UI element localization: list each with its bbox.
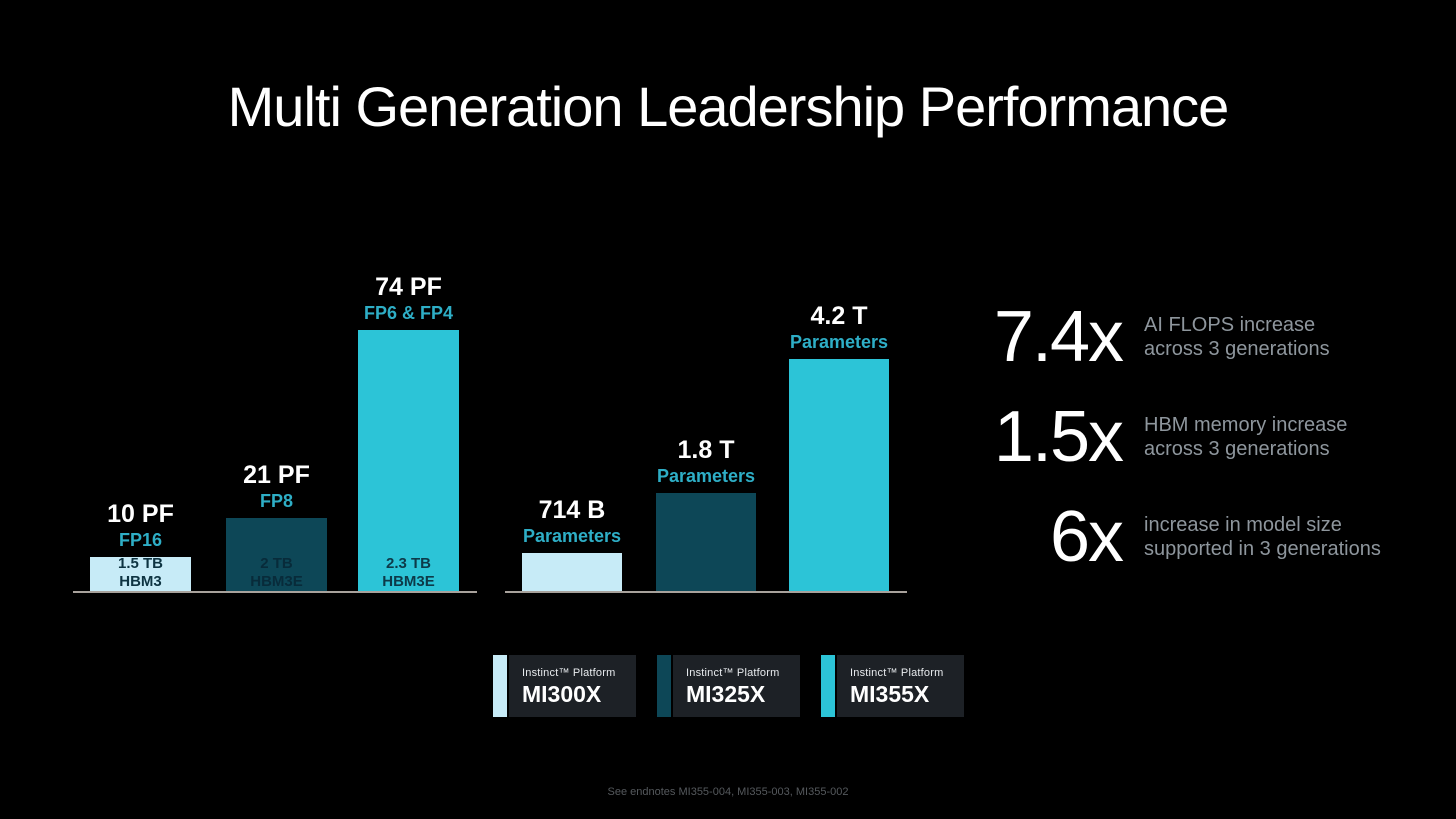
bar-mi325x-flops: 2 TB HBM3E: [226, 518, 327, 593]
bar-sub-label: Parameters: [656, 466, 756, 486]
bar-label-block: 714 B Parameters: [523, 496, 621, 547]
bar-inside-label: 2.3 TB HBM3E: [382, 555, 435, 590]
stat-row-ai-flops: 7.4x AI FLOPS increase across 3 generati…: [980, 300, 1440, 374]
legend-model: MI325X: [686, 680, 766, 707]
bar-value-label: 10 PF: [107, 500, 174, 528]
legend-color-strip-mi300x: [493, 655, 507, 717]
bar-sub-label: Parameters: [789, 332, 889, 352]
legend-prefix: Instinct™ Platform: [522, 666, 616, 679]
bar-value-label: 21 PF: [243, 461, 310, 489]
legend-model: MI355X: [850, 680, 930, 707]
stat-description: increase in model size supported in 3 ge…: [1144, 514, 1381, 560]
bar-sub-label: FP8: [259, 491, 293, 511]
stat-row-hbm-memory: 1.5x HBM memory increase across 3 genera…: [980, 400, 1440, 474]
bar-label-block: 1.8 T Parameters: [657, 436, 755, 487]
legend: Instinct™ Platform MI300X Instinct™ Plat…: [493, 655, 964, 717]
bar-column-mi355x-flops: 74 PF FP6 & FP4 2.3 TB HBM3E: [358, 270, 459, 594]
bar-label-block: 10 PF FP16: [107, 500, 174, 551]
bar-mi300x-params: [522, 553, 622, 593]
legend-card: Instinct™ Platform MI325X: [673, 655, 800, 717]
bar-label-block: 74 PF FP6 & FP4: [364, 273, 453, 324]
legend-card: Instinct™ Platform MI300X: [509, 655, 636, 717]
bar-mi325x-params: [656, 493, 756, 593]
legend-model: MI300X: [522, 680, 602, 707]
bar-value-label: 1.8 T: [677, 436, 735, 464]
legend-color-strip-mi325x: [657, 655, 671, 717]
legend-color-strip-mi355x: [821, 655, 835, 717]
chart-group-ai-flops: 10 PF FP16 1.5 TB HBM3 21 PF FP8 2 TB HB…: [73, 270, 477, 594]
chart-group-model-size: 714 B Parameters 1.8 T Parameters 4.2 T …: [505, 270, 907, 594]
legend-card: Instinct™ Platform MI355X: [837, 655, 964, 717]
stat-value: 7.4x: [993, 297, 1124, 377]
stat-value: 6x: [1049, 497, 1124, 577]
stats-panel: 7.4x AI FLOPS increase across 3 generati…: [980, 300, 1440, 600]
bar-value-label: 74 PF: [375, 273, 442, 301]
bar-column-mi300x-params: 714 B Parameters: [522, 270, 622, 594]
axis-baseline-right: [505, 591, 907, 593]
stat-description: AI FLOPS increase across 3 generations: [1144, 314, 1330, 360]
bar-sub-label: FP6 & FP4: [363, 303, 454, 323]
bar-inside-label: 2 TB HBM3E: [250, 555, 303, 590]
stat-description: HBM memory increase across 3 generations: [1144, 414, 1348, 460]
bar-sub-label: FP16: [118, 530, 162, 550]
stat-row-model-size: 6x increase in model size supported in 3…: [980, 500, 1440, 574]
bar-value-label: 4.2 T: [810, 302, 868, 330]
footnote: See endnotes MI355-004, MI355-003, MI355…: [607, 786, 849, 798]
legend-prefix: Instinct™ Platform: [850, 666, 944, 679]
bar-inside-label: 1.5 TB HBM3: [117, 555, 163, 590]
bar-column-mi355x-params: 4.2 T Parameters: [789, 270, 889, 594]
bar-column-mi300x-flops: 10 PF FP16 1.5 TB HBM3: [90, 270, 191, 594]
bar-column-mi325x-flops: 21 PF FP8 2 TB HBM3E: [226, 270, 327, 594]
legend-prefix: Instinct™ Platform: [686, 666, 780, 679]
legend-item-mi300x: Instinct™ Platform MI300X: [493, 655, 636, 717]
bar-mi300x-flops: 1.5 TB HBM3: [90, 555, 191, 593]
legend-item-mi355x: Instinct™ Platform MI355X: [821, 655, 964, 717]
axis-baseline-left: [73, 591, 477, 593]
bar-column-mi325x-params: 1.8 T Parameters: [656, 270, 756, 594]
bar-label-block: 4.2 T Parameters: [790, 302, 888, 353]
bar-label-block: 21 PF FP8: [243, 461, 310, 512]
bar-mi355x-params: [789, 359, 889, 593]
legend-item-mi325x: Instinct™ Platform MI325X: [657, 655, 800, 717]
bar-mi355x-flops: 2.3 TB HBM3E: [358, 330, 459, 593]
bar-sub-label: Parameters: [522, 526, 622, 546]
page-title: Multi Generation Leadership Performance: [227, 75, 1230, 138]
stat-value: 1.5x: [993, 397, 1124, 477]
bar-value-label: 714 B: [538, 496, 606, 524]
